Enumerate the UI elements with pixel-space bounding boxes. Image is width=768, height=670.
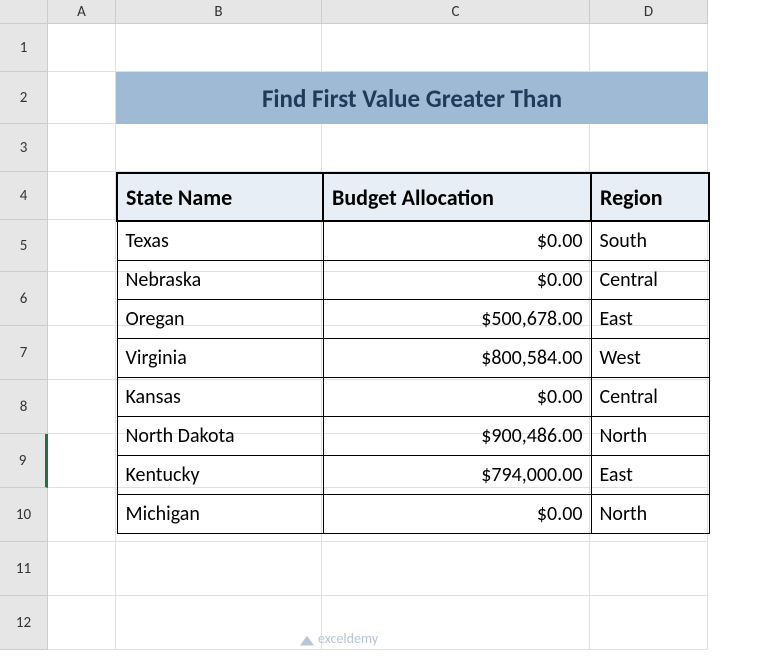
table-cell[interactable]: $0.00 xyxy=(323,377,591,416)
table-cell[interactable]: South xyxy=(591,221,709,260)
column-header-d[interactable]: D xyxy=(590,0,708,24)
table-cell[interactable]: East xyxy=(591,299,709,338)
row-header-1[interactable]: 1 xyxy=(0,24,48,72)
cell-A9[interactable] xyxy=(48,434,116,488)
row-header-5[interactable]: 5 xyxy=(0,220,48,272)
title-banner: Find First Value Greater Than xyxy=(116,72,708,124)
row-header-8[interactable]: 8 xyxy=(0,380,48,434)
cell-A5[interactable] xyxy=(48,220,116,272)
table-row: Kansas$0.00Central xyxy=(117,377,709,416)
watermark: exceldemy xyxy=(300,630,378,647)
column-header-c[interactable]: C xyxy=(322,0,590,24)
table-cell[interactable]: $800,584.00 xyxy=(323,338,591,377)
table-cell[interactable]: North xyxy=(591,416,709,455)
table-cell[interactable]: North xyxy=(591,494,709,533)
table-cell[interactable]: Kentucky xyxy=(117,455,323,494)
watermark-text: exceldemy xyxy=(318,630,378,647)
row-header-12[interactable]: 12 xyxy=(0,596,48,650)
table-cell[interactable]: Michigan xyxy=(117,494,323,533)
row-header-2[interactable]: 2 xyxy=(0,72,48,124)
watermark-icon xyxy=(300,632,314,646)
row-headers: 123456789101112 xyxy=(0,24,48,650)
column-header-a[interactable]: A xyxy=(48,0,116,24)
cell-B11[interactable] xyxy=(116,542,322,596)
row-header-10[interactable]: 10 xyxy=(0,488,48,542)
table-header-region[interactable]: Region xyxy=(591,173,709,221)
table-cell[interactable]: $0.00 xyxy=(323,494,591,533)
cell-A8[interactable] xyxy=(48,380,116,434)
select-all-corner[interactable] xyxy=(0,0,48,24)
cell-B1[interactable] xyxy=(116,24,322,72)
table-cell[interactable]: Texas xyxy=(117,221,323,260)
table-header-state-name[interactable]: State Name xyxy=(117,173,323,221)
table-cell[interactable]: Central xyxy=(591,260,709,299)
table-cell[interactable]: $500,678.00 xyxy=(323,299,591,338)
row-header-9[interactable]: 9 xyxy=(0,434,48,488)
row-header-3[interactable]: 3 xyxy=(0,124,48,172)
table-row: Michigan$0.00North xyxy=(117,494,709,533)
cell-A1[interactable] xyxy=(48,24,116,72)
cell-A4[interactable] xyxy=(48,172,116,220)
cell-A11[interactable] xyxy=(48,542,116,596)
table-row: North Dakota$900,486.00North xyxy=(117,416,709,455)
column-header-b[interactable]: B xyxy=(116,0,322,24)
table-cell[interactable]: $0.00 xyxy=(323,221,591,260)
table-cell[interactable]: Oregan xyxy=(117,299,323,338)
table-cell[interactable]: $0.00 xyxy=(323,260,591,299)
row-header-7[interactable]: 7 xyxy=(0,326,48,380)
cell-D1[interactable] xyxy=(590,24,708,72)
table-cell[interactable]: $794,000.00 xyxy=(323,455,591,494)
table-cell[interactable]: Nebraska xyxy=(117,260,323,299)
cell-B12[interactable] xyxy=(116,596,322,650)
table-row: Texas$0.00South xyxy=(117,221,709,260)
cell-A10[interactable] xyxy=(48,488,116,542)
cell-A12[interactable] xyxy=(48,596,116,650)
data-table: State NameBudget AllocationRegion Texas$… xyxy=(116,172,710,534)
table-cell[interactable]: Kansas xyxy=(117,377,323,416)
table-cell[interactable]: West xyxy=(591,338,709,377)
column-headers: ABCD xyxy=(48,0,708,24)
table-cell[interactable]: North Dakota xyxy=(117,416,323,455)
table-row: Oregan$500,678.00East xyxy=(117,299,709,338)
row-header-4[interactable]: 4 xyxy=(0,172,48,220)
cell-A6[interactable] xyxy=(48,272,116,326)
cell-C11[interactable] xyxy=(322,542,590,596)
cell-B3[interactable] xyxy=(116,124,322,172)
row-header-11[interactable]: 11 xyxy=(0,542,48,596)
table-row: Kentucky$794,000.00East xyxy=(117,455,709,494)
table-cell[interactable]: Central xyxy=(591,377,709,416)
cell-D12[interactable] xyxy=(590,596,708,650)
cell-D3[interactable] xyxy=(590,124,708,172)
row-header-6[interactable]: 6 xyxy=(0,272,48,326)
table-cell[interactable]: $900,486.00 xyxy=(323,416,591,455)
cell-A7[interactable] xyxy=(48,326,116,380)
table-header-budget-allocation[interactable]: Budget Allocation xyxy=(323,173,591,221)
table-cell[interactable]: East xyxy=(591,455,709,494)
cell-A2[interactable] xyxy=(48,72,116,124)
cell-C1[interactable] xyxy=(322,24,590,72)
table-row: Virginia$800,584.00West xyxy=(117,338,709,377)
cell-D11[interactable] xyxy=(590,542,708,596)
cell-A3[interactable] xyxy=(48,124,116,172)
table-row: Nebraska$0.00Central xyxy=(117,260,709,299)
spreadsheet: ABCD 123456789101112 Find First Value Gr… xyxy=(0,0,768,670)
cell-C3[interactable] xyxy=(322,124,590,172)
table-cell[interactable]: Virginia xyxy=(117,338,323,377)
